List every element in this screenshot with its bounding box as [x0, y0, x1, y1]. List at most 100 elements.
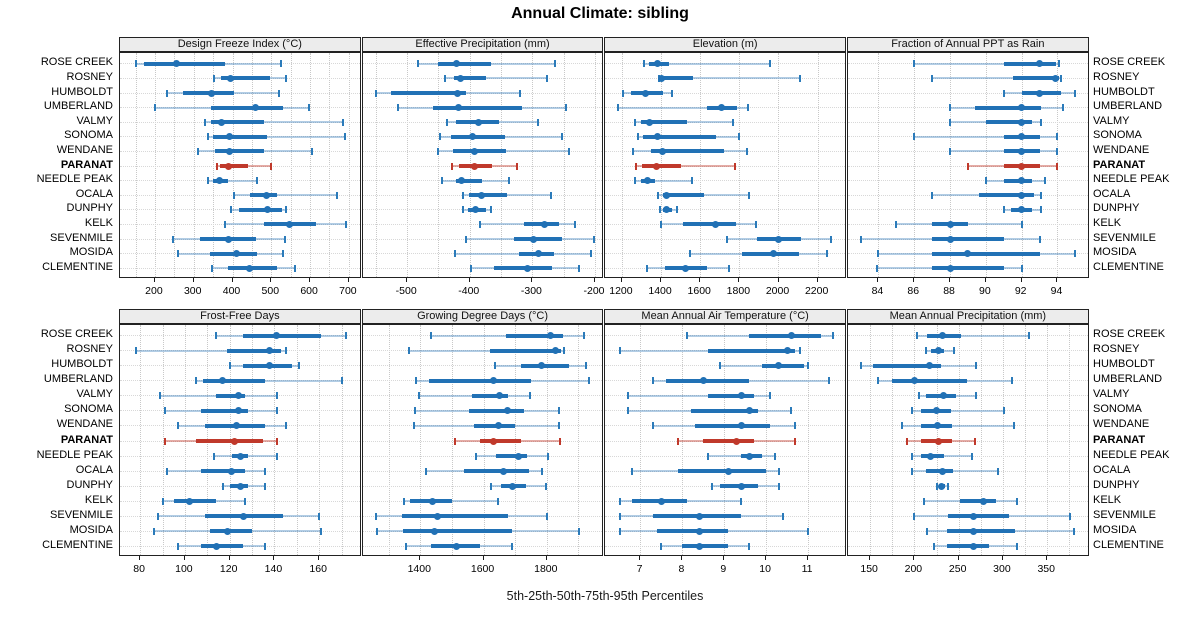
strip-title: Design Freeze Index (°C) — [119, 37, 361, 52]
h-gridline — [848, 395, 1088, 397]
median-dot — [662, 191, 670, 199]
median-dot — [215, 177, 223, 185]
x-tick — [723, 556, 725, 560]
site-label-right: OCALA — [1093, 187, 1131, 200]
v-gridline — [251, 53, 253, 277]
whisker-cap — [588, 377, 591, 385]
whisker-cap — [633, 118, 636, 126]
whisker-cap — [732, 118, 735, 126]
median-dot — [733, 437, 741, 445]
median-dot — [724, 467, 732, 475]
h-gridline — [848, 455, 1088, 457]
x-tick — [949, 278, 951, 282]
median-dot — [1018, 104, 1026, 112]
whisker-cap — [562, 347, 565, 355]
x-tick — [660, 278, 662, 282]
median-dot — [235, 392, 243, 400]
whisker-cap — [917, 392, 920, 400]
median-dot — [207, 89, 215, 97]
whisker-cap — [913, 133, 916, 141]
whisker-cap — [577, 264, 580, 272]
h-gridline — [362, 238, 603, 240]
x-tick-label: 90 — [979, 285, 991, 297]
iqr-bar — [200, 544, 244, 549]
v-gridline — [980, 325, 982, 555]
iqr-bar — [452, 149, 507, 154]
iqr-bar — [238, 207, 282, 212]
whisker-cap — [558, 407, 561, 415]
whisker-cap — [195, 377, 198, 385]
x-tick — [1020, 278, 1022, 282]
median-dot — [551, 347, 559, 355]
median-dot — [535, 250, 543, 258]
median-dot — [453, 60, 461, 68]
x-tick-label: 2000 — [765, 285, 790, 297]
whisker-cap — [631, 147, 634, 155]
whisker-cap — [215, 332, 218, 340]
whisker-cap — [590, 250, 593, 258]
v-gridline — [958, 325, 960, 555]
v-gridline — [184, 325, 186, 555]
whisker-cap — [284, 347, 287, 355]
median-dot — [770, 250, 778, 258]
v-gridline — [892, 325, 894, 555]
median-dot — [266, 362, 274, 370]
whisker-cap — [688, 250, 691, 258]
median-dot — [939, 332, 947, 340]
median-dot — [970, 527, 978, 535]
v-gridline — [451, 325, 453, 555]
median-dot — [429, 497, 437, 505]
whisker-cap — [618, 527, 621, 535]
median-dot — [262, 191, 270, 199]
whisker-cap — [374, 512, 377, 520]
whisker-cap — [553, 60, 556, 68]
h-gridline — [848, 365, 1088, 367]
whisker-cap — [859, 235, 862, 243]
site-label-right: OCALA — [1093, 463, 1131, 476]
whisker-cap — [923, 497, 926, 505]
whisker-cap — [1072, 527, 1075, 535]
whisker-cap — [737, 133, 740, 141]
median-dot — [644, 177, 652, 185]
h-gridline — [848, 335, 1088, 337]
median-dot — [658, 147, 666, 155]
v-gridline — [154, 53, 156, 277]
v-gridline — [375, 53, 377, 277]
site-label-left: WENDANE — [56, 143, 113, 156]
panel — [604, 324, 846, 556]
iqr-bar — [227, 348, 282, 353]
iqr-bar — [683, 222, 737, 227]
whisker-cap — [794, 437, 797, 445]
median-dot — [263, 206, 271, 214]
x-tick — [738, 278, 740, 282]
median-dot — [431, 527, 438, 535]
median-dot — [934, 347, 942, 355]
whisker-cap — [568, 147, 571, 155]
whisker-cap — [748, 542, 751, 550]
whisker-cap — [671, 89, 674, 97]
whisker-cap — [710, 482, 713, 490]
median-dot — [454, 104, 462, 112]
whisker-cap — [901, 422, 903, 430]
h-gridline — [605, 165, 845, 167]
whisker-cap — [631, 467, 634, 475]
range-line — [196, 379, 342, 382]
iqr-bar — [493, 266, 553, 271]
h-gridline — [605, 77, 845, 79]
x-tick-label: 1600 — [687, 285, 711, 297]
whisker-cap — [953, 347, 956, 355]
whisker-cap — [215, 162, 218, 170]
whisker-cap — [727, 264, 730, 272]
h-gridline — [848, 470, 1088, 472]
v-gridline — [1025, 325, 1027, 555]
whisker-cap — [298, 362, 301, 370]
iqr-bar — [505, 333, 563, 338]
iqr-bar — [872, 363, 941, 368]
whisker-cap — [558, 422, 561, 430]
iqr-bar — [450, 134, 506, 139]
whisker-cap — [916, 332, 919, 340]
whisker-cap — [832, 332, 835, 340]
median-dot — [925, 362, 933, 370]
median-dot — [496, 392, 504, 400]
iqr-bar — [390, 91, 466, 95]
